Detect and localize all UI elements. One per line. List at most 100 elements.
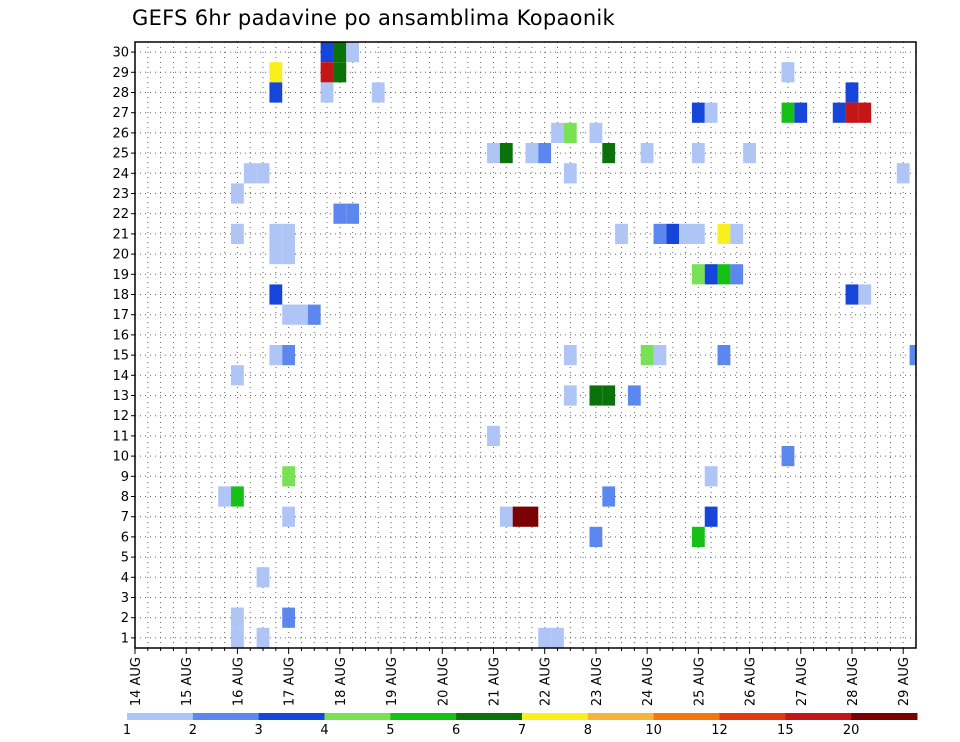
data-cell [832,102,846,123]
data-cell [538,143,552,164]
data-cell [563,163,577,184]
data-cell [551,122,564,143]
y-tick-label: 28 [112,86,129,101]
data-cell [653,223,667,244]
data-cell [282,345,296,366]
y-tick-label: 23 [112,187,129,202]
data-cell [563,345,577,366]
y-tick-label: 19 [112,268,129,283]
data-cell [691,143,705,164]
data-cell [679,223,692,244]
data-cell [563,385,577,406]
data-cell [487,143,500,164]
x-tick-label: 17 AUG [283,657,298,706]
data-cell [371,82,385,103]
data-cell [589,526,603,547]
data-cell [589,122,603,143]
y-tick-label: 18 [112,288,129,303]
colorbar-label: 5 [386,723,394,738]
data-cell [525,143,539,164]
colorbar-label: 12 [711,723,728,738]
y-tick-label: 15 [112,349,129,364]
data-cell [717,223,731,244]
data-cell [589,385,603,406]
data-cell [730,264,744,285]
data-cell [691,264,705,285]
data-cell [896,163,910,184]
data-cell [858,102,872,123]
colorbar-segment [324,713,391,720]
x-tick-label: 15 AUG [180,657,195,706]
x-tick-label: 25 AUG [692,657,707,706]
y-tick-label: 22 [112,207,129,222]
data-cell [231,607,244,628]
data-cell [512,506,526,527]
chart-title: GEFS 6hr padavine po ansamblima Kopaonik [132,6,616,30]
x-tick-label: 14 AUG [129,657,144,706]
data-cell [691,102,705,123]
colorbar-segment [127,713,194,720]
plot-frame [134,41,917,649]
y-tick-label: 6 [121,530,129,545]
colorbar: 1 2 3 4 5 6 7 8 10 12 15 20 [123,713,918,738]
data-cell [269,62,283,83]
colorbar-segment [192,713,260,720]
data-cell [538,627,552,648]
x-axis: 14 AUG 15 AUG 16 AUG 17 AUG 18 AUG 19 AUG 20 A… [129,648,912,706]
data-cell [346,42,360,63]
data-cell [218,486,232,507]
data-cell [256,163,270,184]
data-cell [563,122,577,143]
data-cell [282,304,296,325]
data-cell [627,385,641,406]
x-tick-label: 19 AUG [385,657,400,706]
y-tick-label: 13 [112,389,129,404]
y-tick-label: 1 [121,631,129,646]
data-cell [666,223,680,244]
data-cell [282,223,296,244]
data-cell [320,62,334,83]
x-tick-label: 29 AUG [897,657,912,706]
colorbar-segment [390,713,457,720]
data-cell [487,425,500,446]
data-cell [499,143,513,164]
x-tick-label: 24 AUG [641,657,656,706]
data-cell [845,82,859,103]
data-cell [333,42,347,63]
data-cell [269,345,283,366]
data-cell [717,264,731,285]
colorbar-segment [522,713,589,720]
data-cell [653,345,667,366]
data-cell [282,506,296,527]
colorbar-segment [851,713,918,720]
x-tick-label: 16 AUG [231,657,246,706]
data-cell [499,506,513,527]
data-cell [269,244,283,265]
data-cell [845,102,859,123]
data-cell [243,163,257,184]
y-tick-label: 21 [112,227,129,242]
data-cell [231,183,244,204]
data-cell [743,143,756,164]
y-tick-label: 24 [112,167,129,182]
x-tick-label: 28 AUG [846,657,861,706]
data-cell [333,203,347,224]
y-tick-label: 9 [121,470,129,485]
data-cell [320,42,334,63]
y-tick-label: 5 [121,551,129,566]
y-tick-label: 30 [112,46,129,61]
y-tick-label: 20 [112,248,129,263]
x-tick-label: 23 AUG [590,657,605,706]
y-tick-label: 3 [121,591,129,606]
data-cell [640,345,654,366]
x-tick-label: 27 AUG [795,657,810,706]
data-cell [551,627,564,648]
data-cell [602,486,616,507]
y-tick-label: 2 [121,611,129,626]
data-cell [691,526,705,547]
data-cell [269,223,283,244]
y-tick-label: 12 [112,409,129,424]
data-cell [781,446,795,467]
data-cell [704,466,718,487]
